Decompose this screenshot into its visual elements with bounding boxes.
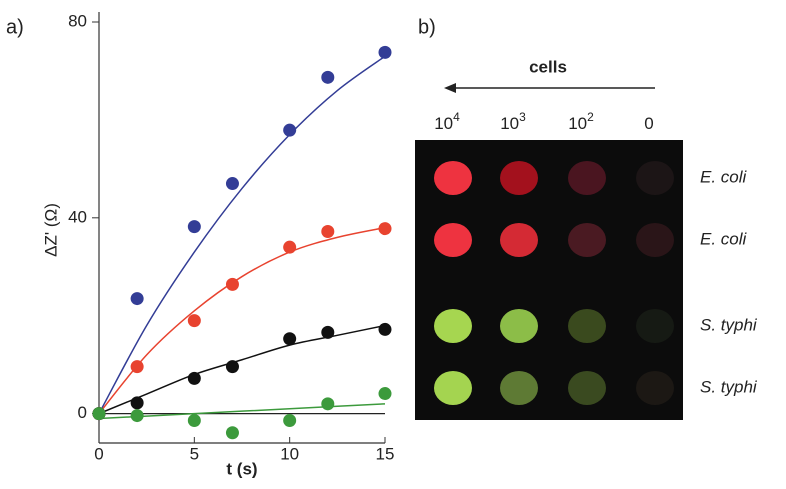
point <box>321 71 334 84</box>
column-label-exp: 4 <box>453 110 460 124</box>
point <box>321 326 334 339</box>
point <box>226 426 239 439</box>
spot <box>568 371 606 405</box>
point <box>283 241 296 254</box>
spot <box>500 371 538 405</box>
point <box>131 292 144 305</box>
y-tick-label: 40 <box>68 207 87 226</box>
row-label: E. coli <box>700 229 748 248</box>
column-label: 103 <box>500 110 526 133</box>
x-tick-label: 5 <box>190 444 199 463</box>
column-label-exp: 3 <box>519 110 526 124</box>
column-label-base: 0 <box>644 114 653 133</box>
column-label: 0 <box>644 114 653 133</box>
column-label: 104 <box>434 110 460 133</box>
point <box>379 387 392 400</box>
y-tick-label: 0 <box>78 403 87 422</box>
column-label: 102 <box>568 110 594 133</box>
point <box>188 220 201 233</box>
panel-label: a) <box>6 16 24 38</box>
spot <box>434 223 472 257</box>
column-label-exp: 2 <box>587 110 594 124</box>
point <box>283 414 296 427</box>
x-tick-label: 0 <box>94 444 103 463</box>
point <box>188 414 201 427</box>
x-tick-label: 15 <box>376 444 395 463</box>
point <box>93 407 106 420</box>
spot <box>636 309 674 343</box>
spot <box>636 223 674 257</box>
column-label-base: 10 <box>500 114 519 133</box>
spot <box>500 309 538 343</box>
point <box>379 46 392 59</box>
row-label: S. typhi <box>700 377 758 396</box>
point <box>226 278 239 291</box>
point <box>131 409 144 422</box>
fit-line <box>99 228 385 414</box>
point <box>188 314 201 327</box>
spot <box>434 161 472 195</box>
point <box>379 323 392 336</box>
figure: a) t (s) ΔZ' (Ω) b) cells 04080051015104… <box>0 0 786 489</box>
spot <box>500 223 538 257</box>
point <box>379 222 392 235</box>
spot <box>568 161 606 195</box>
row-label: S. typhi <box>700 315 758 334</box>
column-label-base: 10 <box>568 114 587 133</box>
point <box>283 124 296 137</box>
header: cells <box>529 57 567 76</box>
spot <box>500 161 538 195</box>
spot <box>434 371 472 405</box>
point <box>283 332 296 345</box>
spot <box>434 309 472 343</box>
point <box>131 360 144 373</box>
arrow-head <box>444 83 456 93</box>
column-label-base: 10 <box>434 114 453 133</box>
point <box>226 360 239 373</box>
point <box>226 177 239 190</box>
x-axis-label: t (s) <box>226 459 257 478</box>
row-label: E. coli <box>700 167 748 186</box>
y-tick-label: 80 <box>68 11 87 30</box>
x-tick-label: 10 <box>280 444 299 463</box>
point <box>321 397 334 410</box>
spot <box>568 309 606 343</box>
y-axis-label: ΔZ' (Ω) <box>41 203 60 257</box>
point <box>188 372 201 385</box>
spot <box>636 161 674 195</box>
panel-label: b) <box>418 16 436 38</box>
point <box>131 396 144 409</box>
spot <box>568 223 606 257</box>
point <box>321 225 334 238</box>
spot <box>636 371 674 405</box>
